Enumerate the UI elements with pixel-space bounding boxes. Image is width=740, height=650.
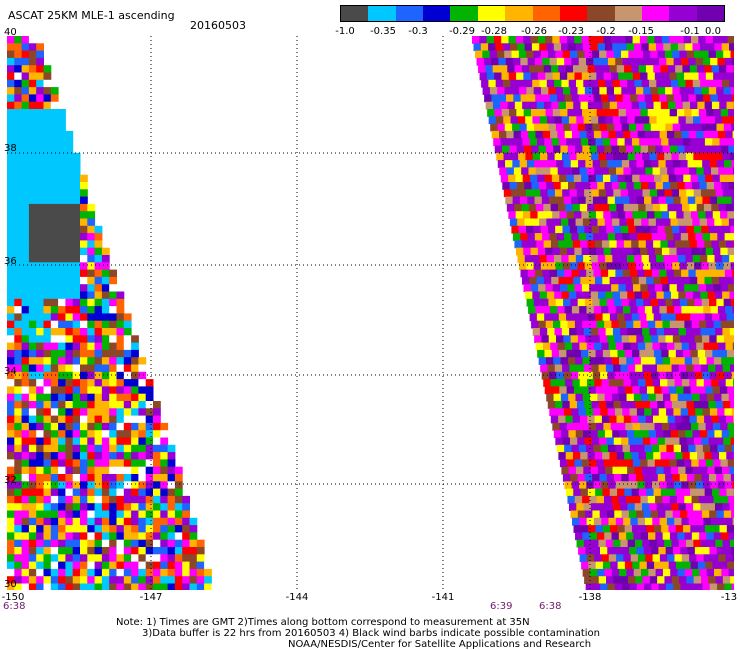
east-swath bbox=[472, 36, 734, 590]
west-swath bbox=[7, 36, 220, 590]
colorbar bbox=[340, 5, 725, 22]
colorbar-segment bbox=[641, 6, 670, 21]
colorbar-tick-label: -0.29 bbox=[449, 26, 475, 37]
lat-label-34: 34 bbox=[4, 366, 17, 377]
map-title: ASCAT 25KM MLE-1 ascending bbox=[8, 9, 175, 22]
colorbar-tick-label: -0.23 bbox=[558, 26, 584, 37]
colorbar-segment bbox=[395, 6, 424, 21]
lat-label-40: 40 bbox=[4, 27, 17, 38]
time-label-east: 6:38 bbox=[539, 601, 562, 612]
colorbar-tick-label: -0.28 bbox=[481, 26, 507, 37]
colorbar-segment bbox=[614, 6, 642, 21]
plot-area bbox=[7, 36, 734, 590]
time-label-mid: 6:39 bbox=[490, 601, 513, 612]
colorbar-tick-label: -1.0 bbox=[335, 26, 355, 37]
colorbar-segment bbox=[423, 6, 451, 21]
graticule bbox=[7, 36, 734, 590]
note-line-1: Note: 1) Times are GMT 2)Times along bot… bbox=[116, 617, 530, 628]
lon-label-147: -147 bbox=[139, 592, 163, 603]
colorbar-segment bbox=[341, 6, 369, 21]
lat-label-30: 30 bbox=[4, 579, 17, 590]
note-line-3: NOAA/NESDIS/Center for Satellite Applica… bbox=[288, 639, 592, 650]
colorbar-segment bbox=[696, 6, 725, 21]
colorbar-tick-label: -0.35 bbox=[370, 26, 396, 37]
note-line-2: 3)Data buffer is 22 hrs from 20160503 4)… bbox=[142, 628, 600, 639]
lon-label-144: -144 bbox=[285, 592, 309, 603]
lat-label-32: 32 bbox=[4, 475, 17, 486]
colorbar-tick-label: -0.3 bbox=[408, 26, 428, 37]
time-label-west: 6:38 bbox=[3, 601, 26, 612]
colorbar-segment bbox=[505, 6, 533, 21]
colorbar-tick-label: -0.26 bbox=[521, 26, 547, 37]
colorbar-segment bbox=[559, 6, 588, 21]
colorbar-tick-label: -0.1 bbox=[680, 26, 700, 37]
lon-label-138: -138 bbox=[578, 592, 602, 603]
colorbar-tick-label: -0.15 bbox=[628, 26, 654, 37]
colorbar-segment bbox=[532, 6, 560, 21]
map-date: 20160503 bbox=[190, 19, 246, 32]
colorbar-segment bbox=[669, 6, 697, 21]
lon-label-150: -150 bbox=[1, 592, 25, 603]
colorbar-segment bbox=[368, 6, 396, 21]
lat-label-38: 38 bbox=[4, 143, 17, 154]
lat-label-36: 36 bbox=[4, 256, 17, 267]
colorbar-tick-label: -0.2 bbox=[596, 26, 616, 37]
colorbar-segment bbox=[587, 6, 615, 21]
lon-label-135: -13 bbox=[720, 592, 738, 603]
colorbar-segment bbox=[477, 6, 506, 21]
colorbar-tick-label: 0.0 bbox=[705, 26, 721, 37]
colorbar-segment bbox=[450, 6, 478, 21]
lon-label-141: -141 bbox=[431, 592, 455, 603]
